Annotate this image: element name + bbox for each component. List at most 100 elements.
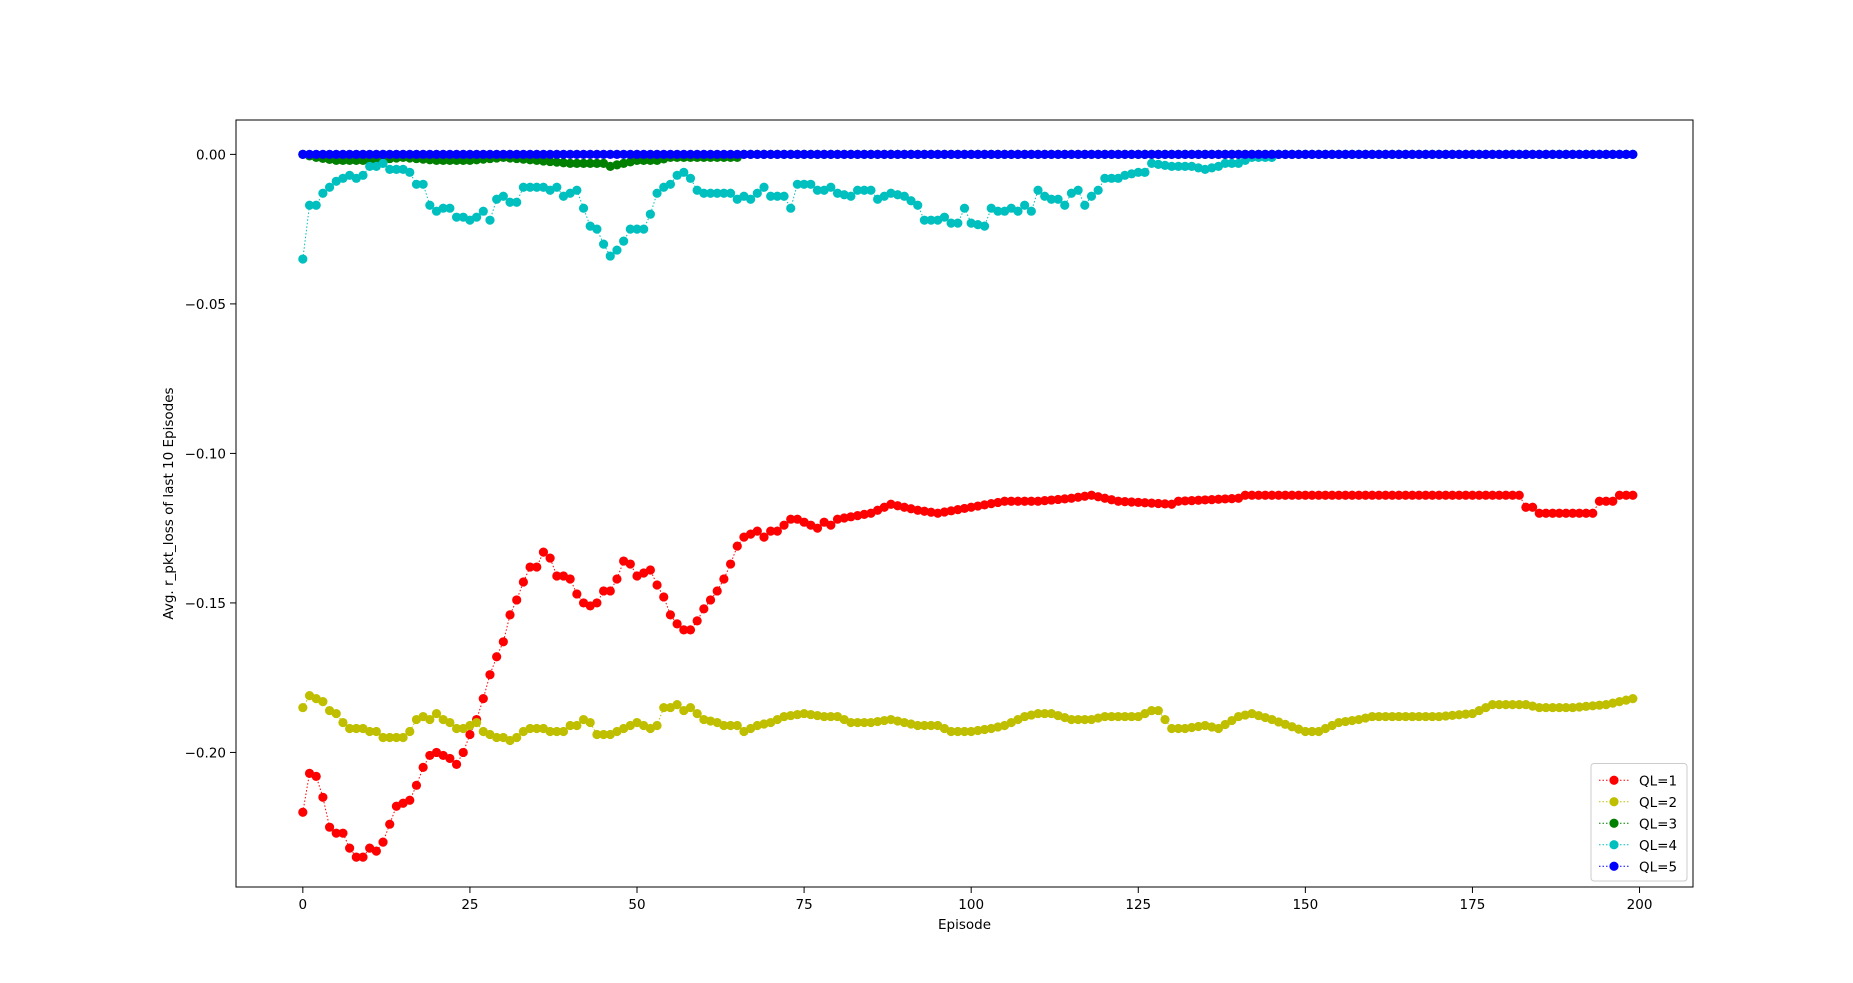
data-point [1187, 149, 1197, 159]
data-point [685, 149, 696, 159]
data-point [672, 149, 682, 159]
data-point [1588, 149, 1598, 159]
x-tick-label: 175 [1460, 897, 1486, 913]
data-point [1307, 149, 1317, 159]
data-point [1334, 149, 1344, 159]
data-point [1367, 711, 1377, 722]
data-point [1320, 490, 1331, 500]
data-point [1414, 149, 1424, 159]
data-point [1173, 149, 1183, 159]
data-point [959, 149, 970, 159]
data-point [324, 182, 335, 192]
data-point [311, 200, 321, 210]
data-point [1180, 496, 1190, 506]
data-point [385, 819, 395, 829]
data-point [458, 149, 468, 159]
data-point [779, 149, 789, 159]
data-point [1280, 490, 1290, 500]
data-point [699, 604, 709, 614]
x-axis-label: Episode [938, 917, 991, 933]
data-point [712, 586, 722, 596]
x-tick-label: 0 [299, 897, 308, 913]
data-point [1100, 149, 1110, 159]
data-point [1554, 702, 1564, 713]
data-point [1594, 149, 1605, 159]
data-point [311, 771, 321, 781]
data-point [1233, 149, 1244, 159]
data-point [993, 149, 1003, 159]
data-point [385, 732, 395, 743]
data-point [418, 762, 428, 772]
data-point [592, 729, 602, 740]
data-point [391, 164, 401, 174]
data-point [538, 156, 549, 166]
data-point [1494, 490, 1504, 500]
data-point [1073, 714, 1083, 725]
data-point [826, 711, 836, 722]
data-point [1060, 200, 1070, 210]
data-point [1213, 494, 1224, 504]
data-point [1013, 496, 1023, 506]
data-point [1608, 496, 1618, 506]
data-point [1568, 508, 1578, 518]
data-point [1427, 149, 1437, 159]
data-point [759, 149, 769, 159]
data-point [899, 149, 909, 159]
data-point [1461, 709, 1471, 719]
data-point [832, 149, 843, 159]
data-point [1521, 149, 1531, 159]
data-point [846, 717, 856, 728]
data-point [645, 149, 655, 159]
data-point [492, 732, 502, 743]
data-point [478, 694, 488, 704]
data-point [572, 720, 582, 731]
data-point [1126, 497, 1137, 507]
y-tick-label: −0.10 [185, 446, 226, 462]
data-point [1394, 711, 1404, 722]
data-point [1120, 497, 1130, 507]
data-point [558, 158, 569, 168]
data-point [518, 149, 528, 159]
data-point [919, 149, 930, 159]
data-point [1160, 499, 1170, 509]
data-point [705, 149, 716, 159]
data-point [585, 717, 595, 728]
data-point [538, 149, 549, 159]
data-point [338, 828, 348, 838]
data-point [1180, 161, 1190, 171]
data-point [1501, 490, 1511, 500]
data-point [1073, 185, 1083, 195]
data-point [839, 149, 849, 159]
data-point [324, 149, 335, 159]
legend-label: QL=4 [1639, 838, 1677, 854]
y-axis: 0.00 −0.05 −0.10 −0.15 −0.20 [185, 147, 236, 761]
data-point [492, 149, 502, 159]
data-point [826, 520, 836, 530]
data-point [1033, 708, 1043, 719]
data-point [859, 185, 869, 195]
data-point [1300, 490, 1310, 500]
data-point [1347, 490, 1357, 500]
data-point [472, 149, 482, 159]
y-axis-label: Avg. r_pkt_loss of last 10 Episodes [161, 387, 177, 619]
data-point [1213, 149, 1224, 159]
data-point [1073, 149, 1083, 159]
data-point [953, 218, 963, 228]
data-point [1133, 149, 1143, 159]
data-point [725, 149, 736, 159]
data-point [1173, 723, 1183, 734]
data-point [859, 717, 869, 728]
x-tick-label: 50 [628, 897, 645, 913]
data-point [1173, 496, 1183, 506]
data-point [926, 720, 936, 731]
plot-area [298, 149, 1638, 862]
legend-item: QL=2 [1599, 795, 1677, 811]
data-point [719, 188, 729, 198]
data-point [525, 182, 535, 192]
data-point [719, 574, 729, 584]
data-point [1447, 490, 1457, 500]
data-point [1086, 191, 1097, 201]
data-point [1126, 711, 1137, 722]
